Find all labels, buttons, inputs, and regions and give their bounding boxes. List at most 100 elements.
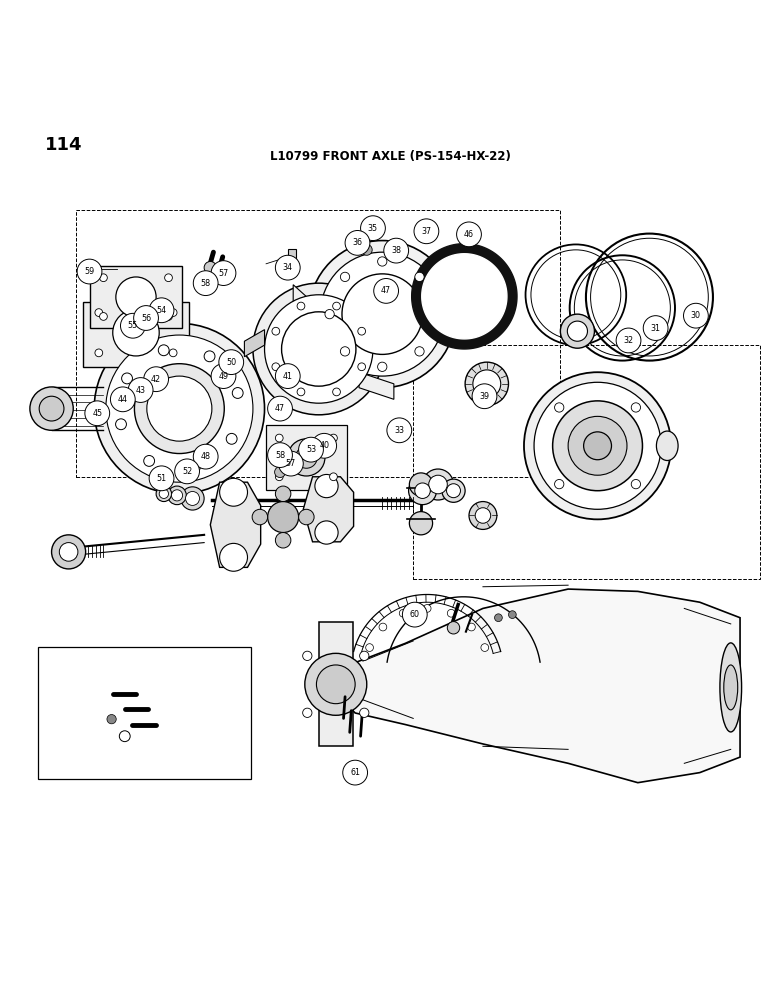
Text: 57: 57 [218, 269, 229, 278]
Circle shape [534, 382, 661, 509]
Circle shape [59, 543, 78, 561]
Circle shape [144, 456, 154, 466]
Circle shape [424, 605, 431, 612]
Polygon shape [244, 330, 264, 357]
Text: 48: 48 [200, 452, 211, 461]
Polygon shape [266, 425, 346, 490]
Ellipse shape [720, 643, 742, 732]
Circle shape [342, 760, 367, 785]
Text: L10799 FRONT AXLE (PS-154-HX-22): L10799 FRONT AXLE (PS-154-HX-22) [270, 150, 510, 163]
Circle shape [410, 473, 433, 496]
Circle shape [272, 363, 280, 371]
Circle shape [631, 403, 640, 412]
Circle shape [358, 363, 366, 371]
Circle shape [481, 644, 488, 651]
Polygon shape [288, 249, 296, 265]
Circle shape [305, 653, 367, 715]
Circle shape [330, 434, 337, 442]
Circle shape [473, 370, 501, 398]
Circle shape [524, 372, 671, 519]
Circle shape [469, 502, 497, 529]
Text: 33: 33 [395, 426, 404, 435]
Text: 36: 36 [353, 238, 363, 247]
Circle shape [219, 350, 243, 375]
Circle shape [275, 486, 291, 502]
Circle shape [134, 364, 225, 454]
Circle shape [193, 271, 218, 296]
Polygon shape [319, 589, 740, 783]
Circle shape [683, 303, 708, 328]
Circle shape [361, 244, 372, 255]
Circle shape [275, 364, 300, 388]
Circle shape [282, 312, 356, 386]
Circle shape [268, 396, 292, 421]
Circle shape [410, 512, 433, 535]
Circle shape [268, 443, 292, 467]
Text: 46: 46 [464, 230, 474, 239]
Text: 37: 37 [421, 227, 431, 236]
Circle shape [409, 477, 437, 505]
Text: 35: 35 [368, 224, 378, 233]
Circle shape [583, 432, 612, 460]
Circle shape [342, 274, 423, 354]
Text: 47: 47 [381, 286, 392, 295]
Circle shape [366, 644, 374, 651]
Circle shape [360, 216, 385, 241]
Text: 114: 114 [45, 136, 83, 154]
Circle shape [465, 362, 509, 406]
Circle shape [415, 272, 424, 282]
Circle shape [303, 651, 312, 660]
Circle shape [429, 475, 447, 494]
Polygon shape [90, 266, 183, 328]
Circle shape [172, 490, 183, 501]
Circle shape [204, 351, 215, 362]
Circle shape [431, 309, 440, 319]
Text: 58: 58 [275, 451, 285, 460]
Circle shape [388, 248, 400, 260]
Circle shape [317, 665, 355, 704]
Circle shape [353, 241, 364, 251]
Circle shape [297, 388, 305, 396]
Circle shape [39, 396, 64, 421]
Circle shape [253, 283, 385, 415]
Circle shape [378, 362, 387, 371]
Bar [413, 345, 760, 579]
Circle shape [158, 345, 169, 356]
Text: 49: 49 [218, 372, 229, 381]
Text: 31: 31 [651, 324, 661, 333]
Circle shape [475, 508, 491, 523]
Circle shape [387, 418, 412, 443]
Text: 32: 32 [623, 336, 633, 345]
Circle shape [268, 502, 299, 533]
Circle shape [567, 321, 587, 341]
Text: 58: 58 [200, 279, 211, 288]
Circle shape [120, 313, 145, 338]
Circle shape [378, 257, 387, 266]
Circle shape [560, 314, 594, 348]
Circle shape [568, 416, 627, 475]
Circle shape [77, 259, 102, 284]
Circle shape [296, 447, 317, 468]
Circle shape [447, 609, 455, 617]
Circle shape [111, 387, 135, 412]
Text: 39: 39 [480, 392, 490, 401]
Text: 53: 53 [306, 445, 316, 454]
Circle shape [315, 521, 338, 544]
Circle shape [159, 489, 168, 498]
Text: 44: 44 [118, 395, 128, 404]
Circle shape [107, 715, 116, 724]
Circle shape [332, 388, 340, 396]
Circle shape [264, 295, 373, 403]
Circle shape [147, 376, 212, 441]
Circle shape [616, 328, 641, 353]
Polygon shape [412, 244, 517, 349]
Circle shape [312, 433, 336, 458]
Text: 60: 60 [410, 610, 420, 619]
Circle shape [156, 486, 172, 502]
Circle shape [309, 241, 456, 388]
Circle shape [442, 479, 465, 502]
Circle shape [275, 434, 283, 442]
Text: 47: 47 [275, 404, 285, 413]
Circle shape [379, 623, 387, 631]
Circle shape [415, 347, 424, 356]
